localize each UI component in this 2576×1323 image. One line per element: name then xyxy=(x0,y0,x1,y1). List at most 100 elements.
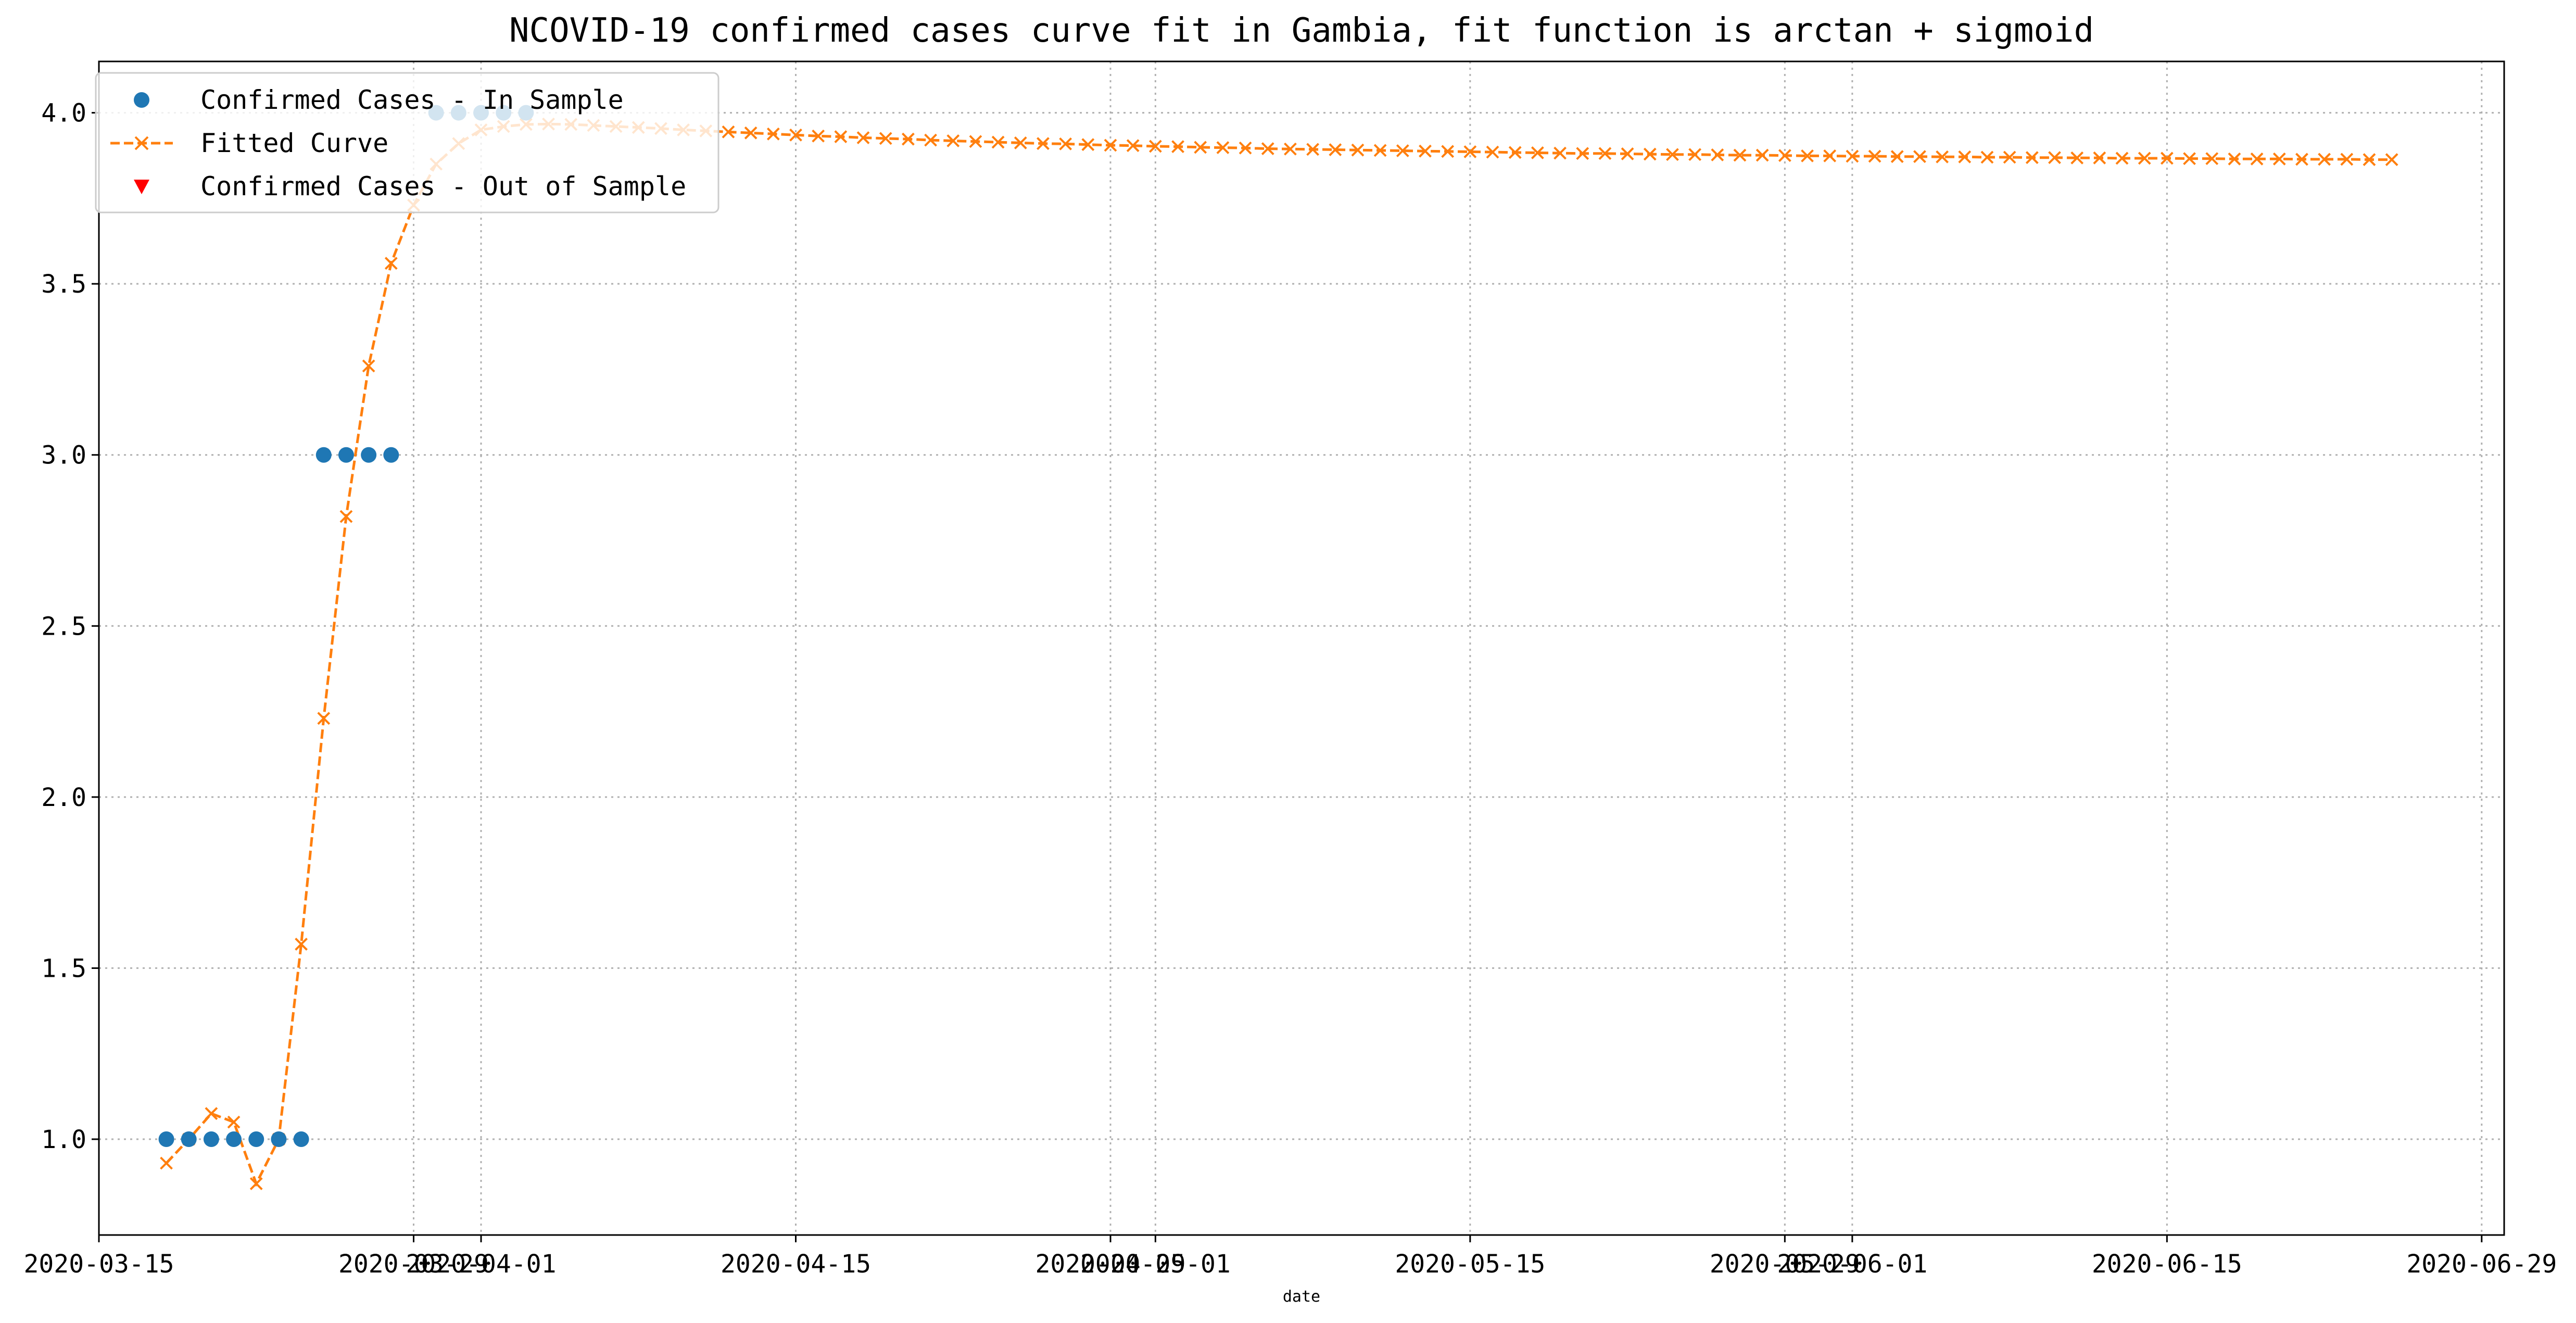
fitted-curve-point xyxy=(856,131,870,144)
fitted-curve-point xyxy=(1733,148,1747,162)
fitted-curve-point xyxy=(1890,150,1904,163)
fitted-curve-point xyxy=(1868,149,1882,163)
fitted-curve-point xyxy=(1014,136,1027,149)
fitted-curve-point xyxy=(1396,144,1409,157)
fitted-curve-point xyxy=(1261,142,1274,155)
plot-frame xyxy=(98,60,2505,1236)
fitted-curve-point xyxy=(2138,152,2151,165)
x-tick-label: 2020-04-29 xyxy=(1035,1250,1185,1279)
confirmed-case-point xyxy=(293,1131,309,1147)
fitted-curve-point xyxy=(1688,148,1702,161)
fitted-curve-point xyxy=(295,938,308,951)
x-tick-label: 2020-04-15 xyxy=(721,1250,871,1279)
fitted-curve-point xyxy=(2093,151,2106,165)
series-layer xyxy=(158,105,2398,1190)
fitted-curve-point xyxy=(2048,151,2061,165)
fitted-curve-point xyxy=(1329,143,1342,156)
fitted-curve-point xyxy=(901,132,915,146)
fitted-curve-point xyxy=(317,712,331,725)
fitted-curve-point xyxy=(1441,145,1455,158)
fitted-curve-point xyxy=(249,1177,263,1190)
fitted-curve-point xyxy=(1598,147,1612,160)
x-tick-label: 2020-03-15 xyxy=(24,1250,174,1279)
fitted-curve-point xyxy=(744,126,757,140)
fitted-curve-point xyxy=(1194,141,1207,154)
confirmed-case-point xyxy=(226,1131,242,1147)
x-tick-label: 2020-06-29 xyxy=(2406,1250,2557,1279)
legend-box xyxy=(95,72,719,213)
fitted-curve-point xyxy=(1846,149,1859,163)
confirmed-case-point xyxy=(203,1131,219,1147)
fitted-curve-point xyxy=(2160,152,2174,165)
y-tick-label: 4.0 xyxy=(41,99,86,128)
fitted-curve-point xyxy=(991,135,1005,149)
fitted-curve-point xyxy=(2070,151,2084,165)
fitted-curve-point xyxy=(1936,150,1949,163)
fitted-curve-point xyxy=(1104,138,1117,152)
fitted-curve-point xyxy=(879,132,892,145)
x-tick-label: 2020-04-01 xyxy=(406,1250,557,1279)
fitted-curve-point xyxy=(1508,146,1522,159)
fitted-curve-point xyxy=(1059,137,1072,150)
legend-circle-marker xyxy=(134,92,149,108)
x-tick-label: 2020-06-15 xyxy=(2092,1250,2242,1279)
fitted-curve-point xyxy=(1666,148,1679,161)
confirmed-case-point xyxy=(315,447,332,463)
fitted-curve-point xyxy=(2205,152,2219,166)
fitted-curve-point xyxy=(2318,153,2331,166)
y-tick-label: 2.5 xyxy=(41,612,86,641)
fitted-curve-point xyxy=(1463,145,1477,158)
legend-x-marker xyxy=(134,136,149,150)
fitted-curve-point xyxy=(766,127,780,141)
fitted-curve-point xyxy=(384,257,398,270)
fitted-curve-point xyxy=(1801,149,1814,162)
fitted-curve-point xyxy=(1351,143,1365,157)
fitted-curve-point xyxy=(812,129,825,143)
confirmed-case-point xyxy=(158,1131,174,1147)
fitted-curve-point xyxy=(1643,147,1657,161)
chart-title: NCOVID-19 confirmed cases curve fit in G… xyxy=(509,11,2094,50)
legend: Confirmed Cases - In Sample Fitted Curve C… xyxy=(95,72,719,213)
fitted-curve-point xyxy=(227,1115,241,1129)
fitted-curve-point xyxy=(2385,153,2398,167)
fitted-curve-line xyxy=(165,122,2392,1187)
fitted-curve-point xyxy=(160,1156,173,1170)
fitted-curve-point xyxy=(1171,140,1184,154)
confirmed-case-point xyxy=(361,447,377,463)
x-tick-label: 2020-03-29 xyxy=(338,1250,489,1279)
fitted-curve-point xyxy=(2363,153,2376,167)
fitted-curve-point xyxy=(834,130,848,143)
fitted-curve-point xyxy=(2115,152,2129,165)
x-tick-label: 2020-05-29 xyxy=(1710,1250,1860,1279)
legend-label-out-of-sample: Confirmed Cases - Out of Sample xyxy=(200,171,686,201)
confirmed-case-point xyxy=(338,447,354,463)
fitted-curve-point xyxy=(1531,146,1544,159)
fitted-curve-point xyxy=(339,510,353,523)
fitted-curve-point xyxy=(1419,144,1432,158)
fitted-curve-point xyxy=(2025,151,2039,165)
fitted-curve-point xyxy=(2340,153,2354,166)
fitted-curve-point xyxy=(1126,139,1140,153)
fitted-curve-point xyxy=(1980,150,1994,164)
fitted-curve-point xyxy=(2228,152,2241,166)
y-tick-label: 2.0 xyxy=(41,783,86,812)
fitted-curve-point xyxy=(1913,150,1926,163)
fitted-curve-point xyxy=(1823,149,1837,162)
fitted-curve-point xyxy=(1037,137,1050,150)
x-tick-label: 2020-06-01 xyxy=(1777,1250,1927,1279)
fitted-curve-point xyxy=(1373,144,1387,157)
x-axis-label: date xyxy=(1283,1288,1320,1306)
y-tick-label: 1.5 xyxy=(41,954,86,983)
legend-label-fitted-curve: Fitted Curve xyxy=(200,128,388,158)
y-tick-label: 3.0 xyxy=(41,441,86,470)
fitted-curve-point xyxy=(2183,152,2196,166)
fitted-curve-point xyxy=(924,133,937,147)
fitted-curve-point xyxy=(2272,152,2286,166)
fitted-curve-point xyxy=(2295,153,2308,166)
fitted-curve-point xyxy=(1081,138,1095,152)
confirmed-case-point xyxy=(181,1131,197,1147)
confirmed-case-point xyxy=(271,1131,287,1147)
